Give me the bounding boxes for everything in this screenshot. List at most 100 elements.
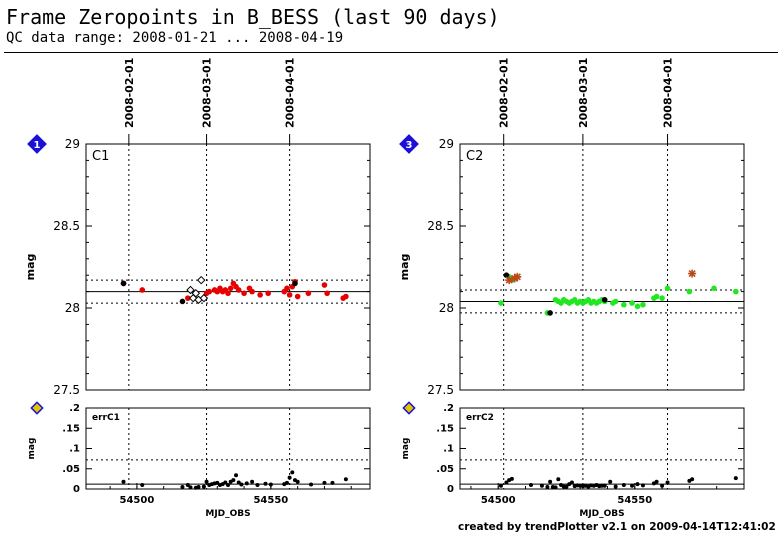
main-c1-point-red [321, 282, 328, 288]
main-c1-panel-label: C1 [92, 149, 109, 164]
main-c2-point-green [733, 288, 739, 295]
err-c1-ytick-label: .1 [69, 444, 80, 455]
err-c1-point-black [234, 473, 239, 478]
main-c2-point-star-stroke [688, 269, 696, 278]
err-c2-point-black [635, 482, 640, 487]
err-c2-point-black [545, 484, 550, 489]
err-c1-point-black [290, 470, 295, 475]
main-c2-point-black [547, 310, 553, 316]
main-c1-point-black [179, 298, 186, 305]
err-c2-point-black [733, 476, 738, 481]
main-c1-point-open [196, 275, 206, 285]
err-c2-point-black [665, 480, 670, 485]
err-c2-point-black [602, 483, 607, 488]
err-c2-point-black [553, 485, 558, 490]
err-c1-point-black [201, 484, 206, 489]
err-c1-point-black [268, 482, 273, 487]
main-c1-point-red [185, 295, 191, 301]
main-c1-point-black [292, 280, 298, 287]
main-c1-badge-label: 1 [34, 140, 41, 151]
err-c2-panel-label: errC2 [466, 413, 494, 423]
err-c1-point-black [140, 482, 145, 487]
main-c2-point-black [601, 297, 608, 303]
main-c1-point-red [249, 288, 255, 295]
main-c1-point-red [286, 292, 293, 298]
main-c2-point-green [653, 293, 660, 300]
err-c2-point-black [556, 477, 561, 482]
err-c1-point-black [330, 480, 335, 485]
main-c2-badge-icon [399, 134, 419, 154]
err-c1-ytick-label: .2 [69, 403, 80, 414]
err-c1-point-black [309, 482, 314, 487]
err-c2-ytick-label: .05 [436, 464, 454, 475]
err-c2-ytick-label: 0 [447, 484, 454, 495]
err-c1-point-black [121, 479, 126, 484]
main-c1-point-open [191, 288, 201, 298]
err-c2-ylabel: mag [401, 438, 411, 460]
main-c1-point-red [139, 287, 146, 293]
err-c2-point-black [529, 482, 533, 487]
err-c2-point-black [504, 480, 509, 485]
main-c1-point-open [199, 293, 209, 303]
err-c1-badge-icon [30, 401, 44, 415]
main-c2-ytick-label: 28.5 [427, 219, 454, 233]
err-c1-ytick-label: .15 [62, 423, 80, 434]
main-c2-date-label: 2008-03-01 [577, 58, 590, 128]
main-c2-point-green [640, 301, 646, 308]
err-c1-point-black [284, 480, 289, 485]
err-c2-xlabel: MJD_OBS [579, 509, 624, 519]
main-c1-date-label: 2008-02-01 [123, 58, 136, 128]
main-c1-ytick-label: 29 [65, 137, 80, 151]
err-c2-point-black [690, 477, 695, 482]
main-c2-date-label: 2008-02-01 [498, 58, 511, 128]
err-c1-point-black [223, 480, 228, 485]
main-c1-date-label: 2008-04-01 [284, 58, 297, 128]
main-c1-frame [85, 143, 371, 391]
main-c1-point-red [324, 290, 330, 297]
err-c2-point-black [654, 479, 659, 484]
err-c2-point-black [564, 484, 569, 489]
err-c2-ytick-label: .2 [443, 403, 454, 414]
err-c1-point-black [188, 485, 193, 490]
page-subtitle: QC data range: 2008-01-21 ... 2008-04-19 [6, 30, 344, 46]
err-c1-point-black [263, 481, 268, 486]
main-c2-ytick-label: 29 [439, 137, 454, 151]
err-c1-point-black [287, 475, 292, 480]
err-c2-point-black [498, 483, 503, 488]
main-c2-point-green [621, 301, 627, 308]
err-c1-point-black [244, 481, 249, 486]
main-c2-point-green [612, 298, 619, 305]
credit-footer: created by trendPlotter v2.1 on 2009-04-… [458, 521, 776, 533]
err-c1-point-black [295, 479, 300, 484]
err-c1-point-black [231, 478, 236, 483]
err-c2-ytick-label: .15 [436, 423, 454, 434]
main-c2-ytick-label: 27.5 [427, 383, 454, 397]
main-c1-point-red [227, 285, 234, 292]
err-c1-point-black [250, 479, 255, 484]
main-c2-point-green [498, 300, 504, 306]
err-c1-point-black [185, 482, 190, 487]
err-c1-ylabel: mag [27, 438, 37, 460]
err-c1-xtick-label: 54500 [120, 495, 155, 506]
main-c1-point-red [241, 290, 247, 297]
main-c1-point-red [225, 290, 231, 297]
err-c1-point-black [196, 484, 201, 489]
err-c1-xlabel: MJD_OBS [205, 509, 250, 519]
main-c1-point-red [235, 287, 242, 293]
page-title: Frame Zeropoints in B_BESS (last 90 days… [6, 5, 500, 29]
main-c2-point-green [711, 285, 717, 292]
main-c2-badge-label: 3 [406, 140, 413, 151]
main-c1-point-red [305, 290, 312, 297]
main-c2-frame [459, 143, 745, 391]
main-c2-date-label: 2008-04-01 [662, 58, 675, 128]
err-c2-point-black [613, 484, 618, 489]
err-c2-point-black [509, 476, 514, 481]
err-c1-point-black [343, 477, 348, 482]
main-c2-point-green [664, 285, 671, 292]
err-c2-point-black [660, 483, 665, 488]
main-c2-point-black [503, 272, 510, 279]
err-c2-point-black [569, 480, 574, 485]
err-c2-point-black [640, 483, 645, 488]
main-c1-ytick-label: 27.5 [53, 383, 80, 397]
